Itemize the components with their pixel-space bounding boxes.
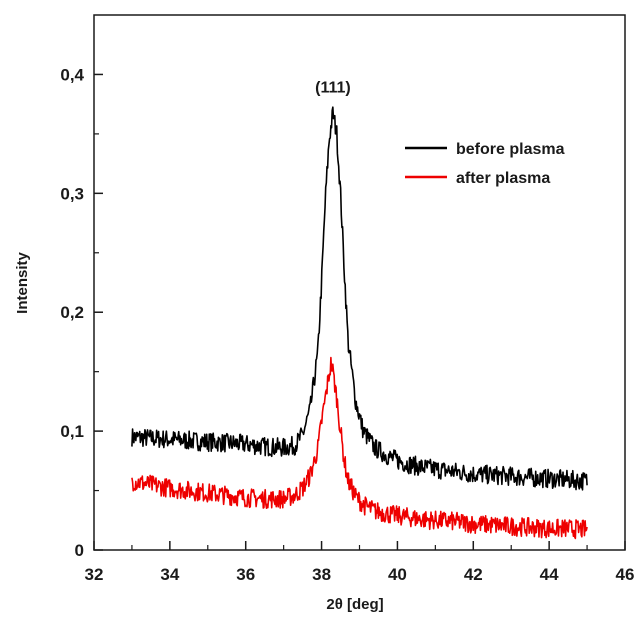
x-tick-label: 34 — [160, 565, 179, 584]
x-tick-label: 40 — [388, 565, 407, 584]
x-axis-ticks: 32 34 36 38 40 42 44 46 — [85, 541, 635, 584]
series-line-after-plasma — [131, 356, 588, 540]
x-tick-label: 32 — [85, 565, 104, 584]
y-tick-label: 0,4 — [60, 65, 84, 84]
x-tick-label: 42 — [464, 565, 483, 584]
x-tick-label: 44 — [540, 565, 559, 584]
series-layer — [131, 106, 588, 540]
legend-label-after-plasma: after plasma — [456, 170, 550, 187]
x-axis-label: 2θ [deg] — [326, 596, 383, 613]
x-tick-label: 46 — [616, 565, 635, 584]
legend-label-before-plasma: before plasma — [456, 141, 565, 158]
y-tick-label: 0,2 — [60, 303, 84, 322]
y-tick-label: 0,1 — [60, 422, 84, 441]
x-tick-label: 38 — [312, 565, 331, 584]
y-axis-ticks: 0 0,1 0,2 0,3 0,4 — [60, 65, 103, 560]
y-tick-label: 0,3 — [60, 184, 84, 203]
x-tick-label: 36 — [236, 565, 255, 584]
y-axis-label: Intensity — [14, 252, 31, 314]
legend: before plasma after plasma — [405, 141, 565, 187]
peak-annotation: (111) — [315, 79, 351, 96]
series-line-before-plasma — [131, 106, 588, 491]
y-tick-label: 0 — [75, 541, 84, 560]
